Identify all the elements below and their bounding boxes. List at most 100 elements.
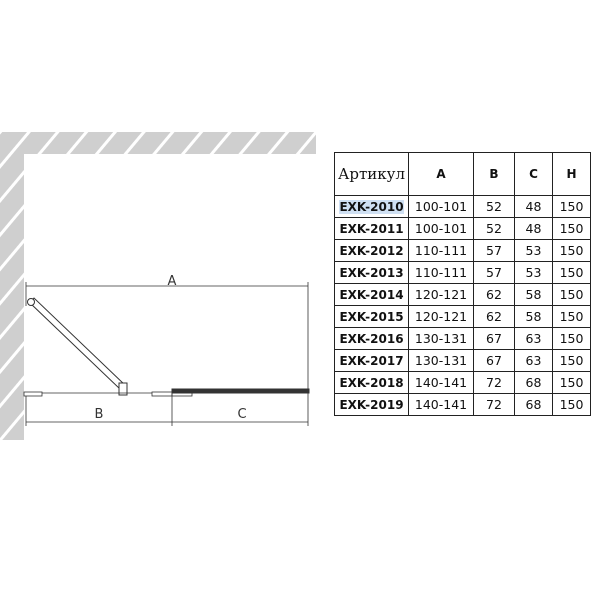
cell-text: 150 (559, 353, 584, 368)
table-row: EXK-2017 130-131 67 63 150 (334, 349, 591, 372)
dimension-bc (25, 393, 309, 426)
header-c: C (514, 152, 553, 196)
cell-text: 53 (525, 243, 542, 258)
table-row: EXK-2012 110-111 57 53 150 (334, 239, 591, 262)
cell-text: 140-141 (414, 397, 468, 412)
table-row: EXK-2018 140-141 72 68 150 (334, 371, 591, 394)
cell-article: EXK-2016 (334, 327, 409, 350)
cell-text: 57 (486, 243, 502, 258)
cell-h: 150 (552, 349, 591, 372)
cell-text: 150 (559, 243, 584, 258)
cell-text: EXK-2016 (339, 331, 404, 346)
cell-article: EXK-2011 (334, 217, 409, 240)
dimension-a (25, 282, 309, 393)
cell-a: 130-131 (408, 349, 474, 372)
cell-h: 150 (552, 195, 591, 218)
cell-b: 72 (473, 371, 515, 394)
cell-text: EXK-2014 (339, 287, 404, 302)
cell-text: EXK-2011 (339, 221, 404, 236)
cell-article: EXK-2010 (334, 195, 409, 218)
cell-b: 62 (473, 305, 515, 328)
shower-door-plan-diagram: A B C (0, 132, 316, 440)
cell-text: 57 (486, 265, 502, 280)
cell-article: EXK-2013 (334, 261, 409, 284)
cell-a: 110-111 (408, 239, 474, 262)
cell-h: 150 (552, 327, 591, 350)
cell-c: 48 (514, 195, 553, 218)
cell-text: 72 (486, 375, 502, 390)
cell-c: 53 (514, 239, 553, 262)
cell-text: 58 (525, 309, 542, 324)
cell-text: EXK-2015 (339, 309, 404, 324)
dimension-b-label: B (95, 407, 104, 422)
cell-b: 52 (473, 217, 515, 240)
cell-b: 72 (473, 393, 515, 416)
cell-text: 150 (559, 265, 584, 280)
cell-b: 57 (473, 239, 515, 262)
cell-h: 150 (552, 305, 591, 328)
cell-text: 100-101 (414, 221, 468, 236)
header-b: B (473, 152, 515, 196)
cell-text: 53 (525, 265, 542, 280)
table-header-row: Артикул A B C H (334, 152, 591, 196)
cell-text: 150 (559, 199, 584, 214)
header-h: H (552, 152, 591, 196)
hinged-door (27, 297, 128, 396)
cell-text: 52 (486, 199, 502, 214)
cell-b: 57 (473, 261, 515, 284)
cell-article: EXK-2014 (334, 283, 409, 306)
cell-text: 63 (525, 331, 542, 346)
cell-a: 100-101 (408, 195, 474, 218)
cell-text: 67 (486, 331, 502, 346)
table-row: EXK-2011 100-101 52 48 150 (334, 217, 591, 240)
cell-c: 58 (514, 305, 553, 328)
cell-c: 68 (514, 371, 553, 394)
cell-text: 130-131 (414, 353, 468, 368)
cell-b: 62 (473, 283, 515, 306)
cell-text: 58 (525, 287, 542, 302)
cell-article: EXK-2015 (334, 305, 409, 328)
cell-b: 52 (473, 195, 515, 218)
cell-text: 63 (525, 353, 542, 368)
fixed-panel-and-tracks (23, 388, 310, 397)
cell-a: 110-111 (408, 261, 474, 284)
cell-article: EXK-2012 (334, 239, 409, 262)
cell-h: 150 (552, 217, 591, 240)
cell-c: 63 (514, 349, 553, 372)
cell-text: EXK-2018 (339, 375, 404, 390)
cell-a: 120-121 (408, 305, 474, 328)
cell-text: 52 (486, 221, 502, 236)
cell-c: 48 (514, 217, 553, 240)
cell-h: 150 (552, 371, 591, 394)
cell-text: 62 (486, 287, 502, 302)
table-row: EXK-2010 100-101 52 48 150 (334, 195, 591, 218)
table-row: EXK-2015 120-121 62 58 150 (334, 305, 591, 328)
cell-text: 130-131 (414, 331, 468, 346)
cell-text: 120-121 (414, 287, 468, 302)
cell-text: 150 (559, 309, 584, 324)
cell-article: EXK-2017 (334, 349, 409, 372)
table-row: EXK-2016 130-131 67 63 150 (334, 327, 591, 350)
cell-text: 48 (525, 199, 542, 214)
cell-text: 72 (486, 397, 502, 412)
cell-article: EXK-2018 (334, 371, 409, 394)
wall-hatching (0, 132, 316, 440)
cell-text: 150 (559, 375, 584, 390)
cell-text: 68 (525, 397, 542, 412)
cell-text: EXK-2010 (339, 199, 404, 214)
cell-c: 63 (514, 327, 553, 350)
cell-h: 150 (552, 393, 591, 416)
cell-text: 67 (486, 353, 502, 368)
cell-b: 67 (473, 327, 515, 350)
cell-a: 130-131 (408, 327, 474, 350)
cell-text: 110-111 (414, 265, 468, 280)
cell-a: 120-121 (408, 283, 474, 306)
cell-text: 150 (559, 331, 584, 346)
cell-a: 140-141 (408, 371, 474, 394)
cell-h: 150 (552, 261, 591, 284)
cell-text: 62 (486, 309, 502, 324)
cell-text: 150 (559, 397, 584, 412)
cell-text: EXK-2019 (339, 397, 404, 412)
cell-text: 68 (525, 375, 542, 390)
cell-a: 100-101 (408, 217, 474, 240)
